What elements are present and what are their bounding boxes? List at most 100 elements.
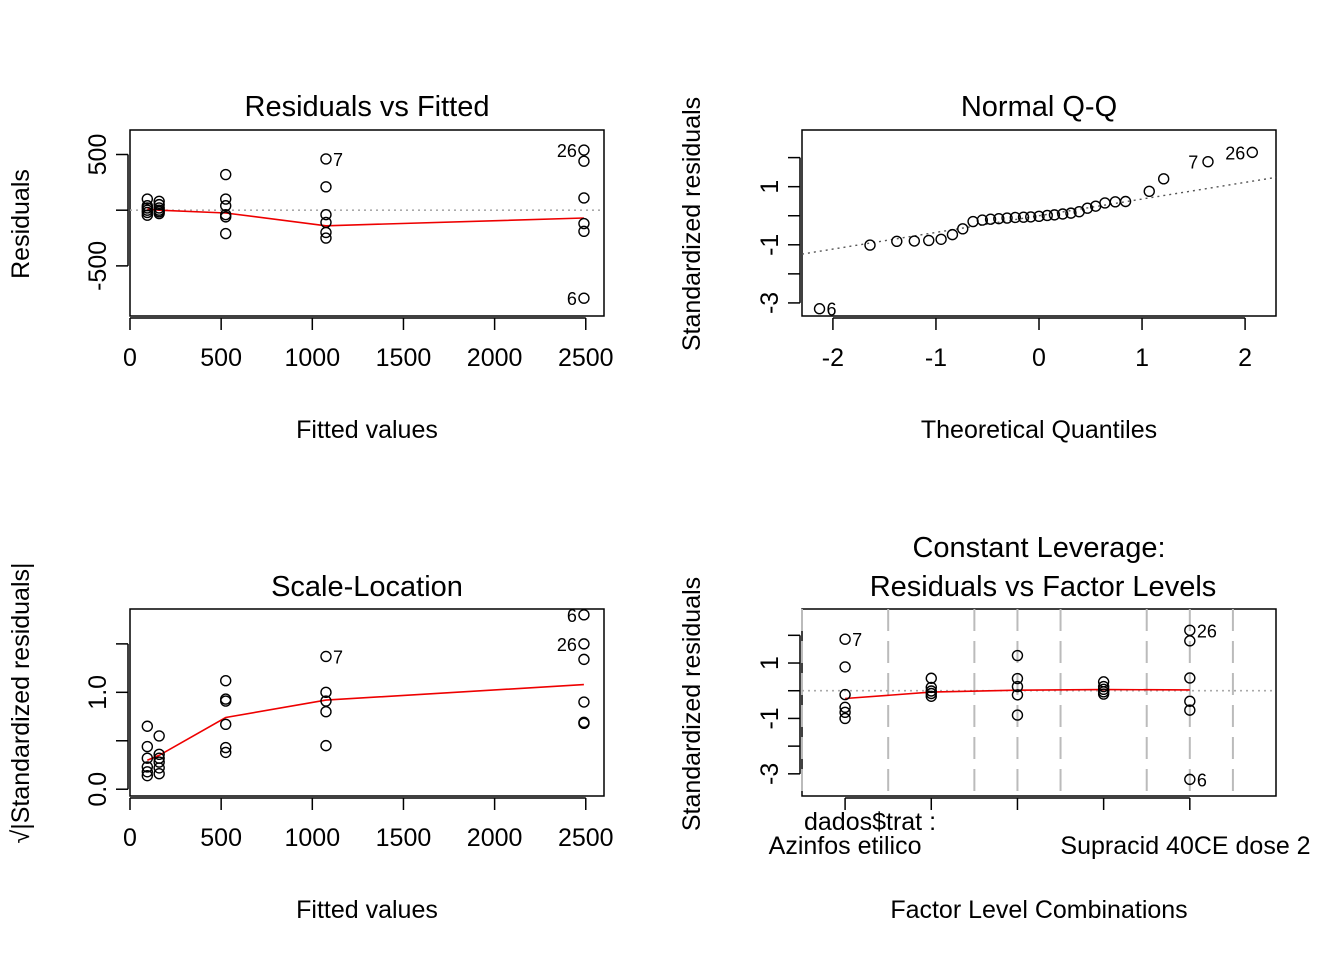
data-point — [1184, 672, 1196, 684]
data-point — [839, 633, 851, 645]
data-point — [141, 206, 154, 219]
panel-subtitle: Residuals vs Factor Levels — [870, 571, 1217, 603]
point-label: 7 — [852, 630, 862, 650]
x-tick-label: 500 — [200, 344, 242, 372]
data-point — [1009, 211, 1021, 224]
data-point — [839, 706, 851, 719]
data-point — [1097, 680, 1110, 693]
data-point — [320, 739, 332, 752]
data-point — [839, 712, 851, 725]
data-point — [578, 653, 590, 666]
plot-frame — [129, 129, 605, 317]
x-tick-label: 2000 — [467, 344, 523, 372]
y-axis-label: √|Standardized residuals| — [7, 562, 35, 843]
data-point — [908, 235, 921, 247]
x-tick-label: 1500 — [376, 344, 432, 372]
data-point — [578, 717, 590, 730]
data-point — [578, 192, 590, 204]
data-point — [220, 227, 232, 240]
data-point — [320, 686, 332, 699]
data-point — [1246, 146, 1259, 159]
data-point — [1119, 195, 1132, 208]
data-point — [141, 193, 154, 205]
data-point — [967, 215, 979, 228]
x-tick-label: 0 — [123, 344, 137, 372]
x-axis-label: Theoretical Quantiles — [921, 416, 1157, 444]
data-point — [839, 701, 851, 714]
data-point — [153, 207, 165, 220]
point-label: 6 — [567, 289, 577, 309]
x-axis-label: Fitted values — [296, 416, 438, 444]
data-point — [578, 292, 590, 304]
point-label: 7 — [333, 150, 343, 170]
data-point — [1184, 695, 1196, 707]
x-tick-label: 500 — [200, 824, 242, 852]
data-point — [320, 181, 332, 193]
data-point — [578, 638, 590, 650]
data-point — [1056, 208, 1069, 220]
data-point — [1011, 709, 1024, 721]
x-tick-label: 0 — [123, 824, 137, 852]
data-point — [578, 155, 590, 167]
y-tick-label: -1 — [756, 234, 784, 256]
data-point — [1109, 196, 1121, 208]
point-label: 26 — [557, 141, 577, 161]
panel-constant-leverage: Constant Leverage: Residuals vs Factor L… — [678, 532, 1311, 924]
data-point — [1017, 211, 1030, 223]
data-point — [839, 661, 851, 673]
data-point — [153, 748, 165, 761]
point-label: 6 — [567, 606, 577, 626]
panel-residuals-vs-fitted: Residuals vs Fitted Fitted values Residu… — [7, 91, 614, 444]
data-point — [220, 168, 232, 181]
data-point — [1048, 209, 1061, 221]
y-tick-label: 1 — [756, 180, 784, 194]
data-point — [1184, 773, 1196, 786]
x-tick-label: 2000 — [467, 824, 523, 852]
y-tick-label: -3 — [756, 292, 784, 314]
data-point — [220, 746, 232, 759]
data-point — [1065, 207, 1077, 219]
point-label: 7 — [1188, 153, 1198, 173]
data-point — [141, 766, 154, 778]
x-tick-label: -1 — [925, 344, 947, 372]
data-point — [1157, 173, 1170, 185]
data-point — [578, 609, 590, 621]
y-tick-label: -3 — [756, 763, 784, 785]
data-point — [153, 762, 165, 774]
data-point — [984, 213, 997, 225]
data-point — [141, 752, 154, 764]
data-point — [220, 193, 232, 205]
data-point — [141, 740, 154, 753]
y-tick-label: 1 — [756, 656, 784, 670]
point-label: 6 — [1197, 770, 1207, 790]
data-point — [925, 690, 937, 702]
data-point — [957, 223, 969, 235]
data-point — [320, 208, 332, 221]
point-label: 26 — [557, 635, 577, 655]
x-tick-label: 1000 — [284, 824, 340, 852]
data-point — [925, 681, 937, 694]
data-point — [1041, 209, 1053, 222]
qq-reference-line — [801, 176, 1277, 255]
y-axis-label: Residuals — [7, 169, 35, 279]
data-point — [220, 674, 232, 687]
plot-frame — [801, 608, 1277, 797]
y-axis-label: Standardized residuals — [678, 97, 706, 351]
data-point — [320, 153, 332, 165]
data-point — [839, 688, 851, 701]
x-tick-label: 1000 — [284, 344, 340, 372]
data-point — [220, 200, 232, 212]
x-tick-label: -2 — [822, 344, 844, 372]
y-tick-label: 1.0 — [84, 675, 112, 710]
panel-scale-location: Scale-Location Fitted values √|Standardi… — [7, 562, 614, 924]
data-point — [1025, 211, 1037, 223]
plot-frame — [801, 129, 1277, 317]
smoother-line — [146, 683, 584, 761]
data-point — [891, 235, 903, 248]
factor-title: dados$trat : — [804, 808, 936, 836]
panel-title: Scale-Location — [271, 571, 463, 603]
data-point — [935, 233, 947, 245]
data-point — [925, 687, 937, 700]
y-tick-label: 500 — [84, 134, 112, 176]
